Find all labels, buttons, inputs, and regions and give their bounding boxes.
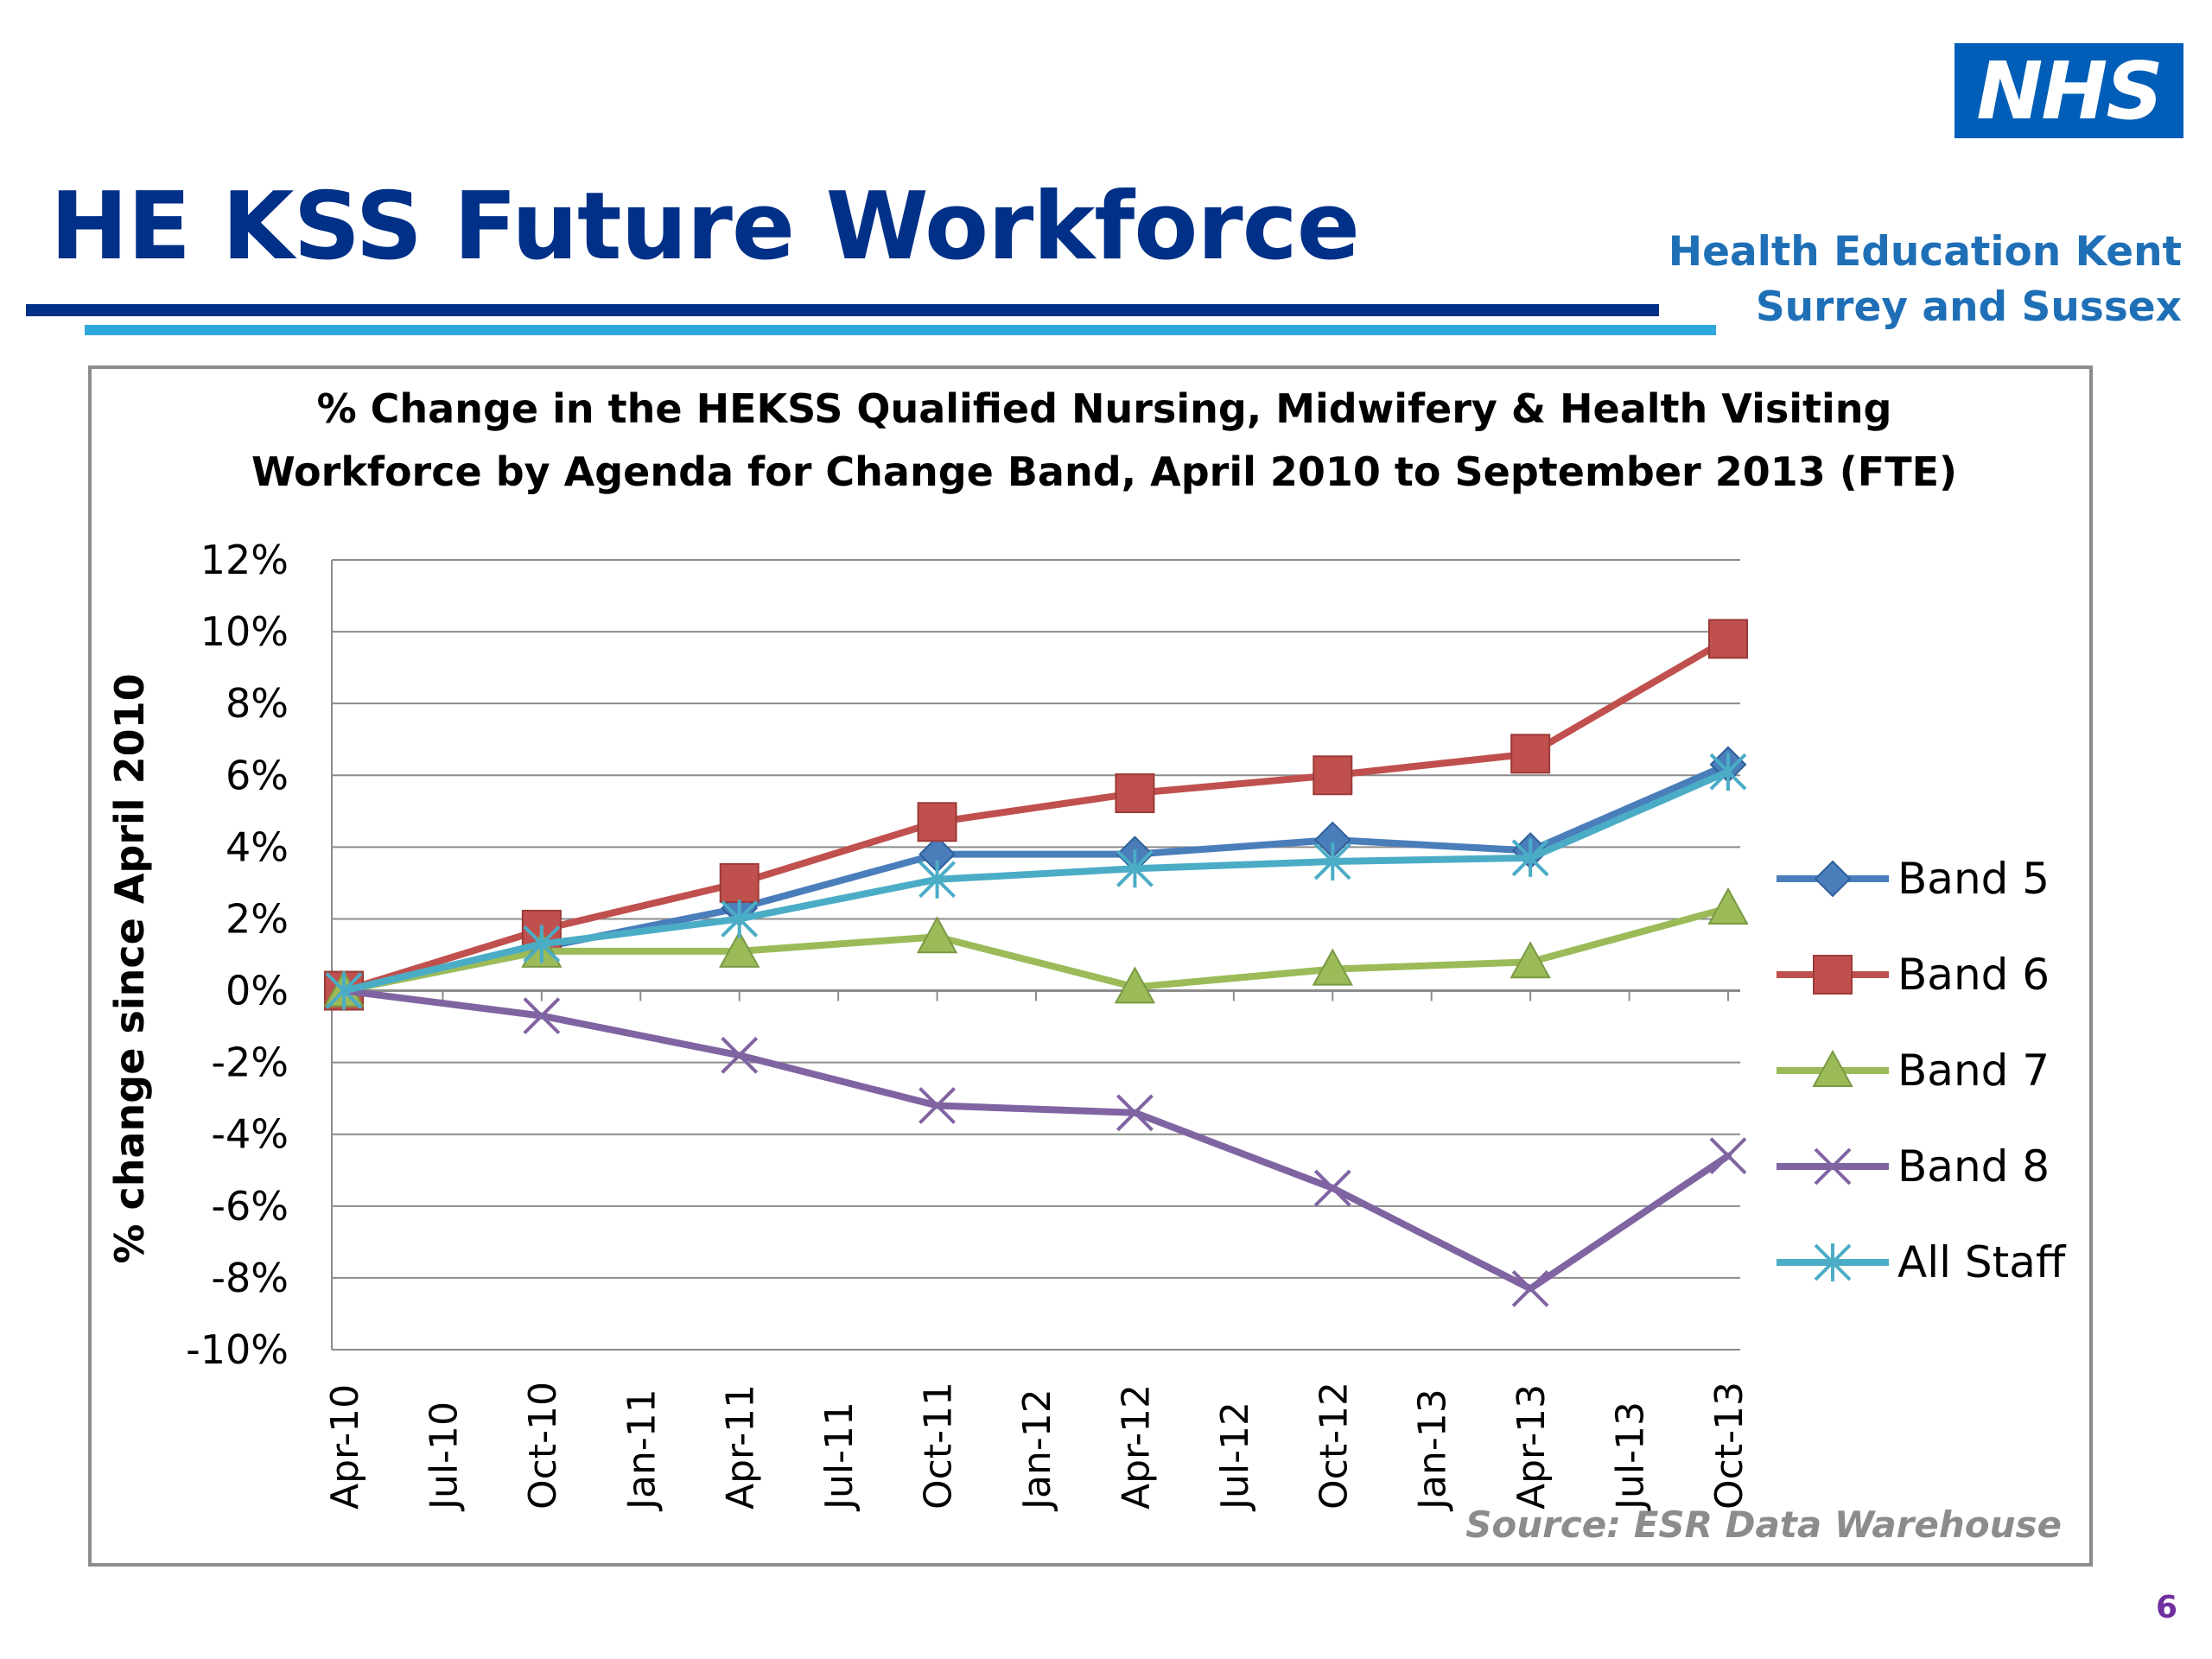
y-axis-tick-labels: -10% -8% -6% -4% -2% 0% 2% 4% 6% 8% 10% 12% [186,537,289,1373]
series-band-7 [323,887,1749,1007]
x-tick-label: Jan-12 [1015,1389,1059,1512]
marker-triangle [1312,948,1353,986]
x-tick-label: Apr-12 [1114,1384,1158,1510]
y-tick-label: 10% [200,608,289,655]
y-tick-label: 8% [226,680,289,727]
line-chart: % Change in the HEKSS Qualified Nursing,… [106,385,2067,1546]
y-tick-label: 12% [200,537,289,583]
marker-x [1511,1269,1549,1307]
y-tick-label: -6% [211,1183,289,1230]
chart-title-line-1: % Change in the HEKSS Qualified Nursing,… [317,385,1892,432]
marker-triangle [1510,941,1551,979]
y-tick-label: 6% [226,752,289,798]
legend: Band 5 Band 6 Band 7 Band 8 All Staff [1777,854,2067,1287]
marker-square [917,802,957,842]
marker-square [719,862,760,903]
marker-x [918,1087,956,1124]
y-tick-label: -2% [211,1039,289,1086]
marker-square [1115,773,1155,814]
organisation-name: Health Education Kent Surrey and Sussex [1669,225,2182,335]
legend-label: Band 5 [1897,854,2050,904]
x-tick-label: Oct-13 [1707,1382,1751,1510]
legend-label: Band 8 [1897,1141,2050,1192]
y-tick-label: 0% [226,968,289,1014]
x-axis-tick-labels: Apr-10 Jul-10 Oct-10 Jan-11 Apr-11 Jul-11 Oct-… [323,1382,1751,1512]
marker-square [1813,955,1853,995]
y-tick-label: -8% [211,1255,289,1301]
series-band-8 [325,972,1747,1307]
organisation-name-line-1: Health Education Kent [1668,228,2182,276]
marker-triangle [1812,1049,1853,1087]
marker-x [1814,1147,1852,1185]
x-tick-label: Jan-11 [620,1389,664,1512]
x-tick-label: Apr-11 [719,1384,763,1510]
series-line [340,904,1732,995]
source-note: Source: ESR Data Warehouse [1465,1503,2062,1546]
marker-x [1709,1137,1747,1175]
marker-triangle [719,930,760,968]
marker-x [721,1036,759,1074]
marker-square [1313,755,1353,796]
legend-label: All Staff [1897,1237,2067,1287]
legend-item: Band 7 [1777,1046,2050,1096]
chart-frame: % Change in the HEKSS Qualified Nursing,… [88,365,2093,1567]
x-tick-label: Jul-12 [1213,1402,1257,1512]
x-tick-label: Apr-13 [1510,1384,1554,1510]
x-tick-label: Jul-10 [422,1402,466,1512]
series-line [340,768,1732,995]
x-tick-label: Apr-10 [323,1384,367,1510]
legend-item: Band 8 [1777,1141,2050,1192]
legend-item: Band 6 [1777,950,2050,1000]
marker-diamond [1814,860,1852,898]
page-number: 6 [2155,1590,2177,1625]
series-all-staff [325,753,1747,1010]
marker-square [1510,734,1551,774]
marker-triangle [1114,966,1156,1004]
y-tick-label: -4% [211,1111,289,1158]
title-rule-light [85,325,1716,335]
y-tick-label: 2% [226,895,289,942]
nhs-logo: NHS [1955,43,2183,138]
marker-triangle [1707,887,1749,925]
x-tick-label: Oct-11 [917,1382,961,1510]
legend-label: Band 6 [1897,950,2050,1000]
series-line [340,987,1732,1293]
series-line [340,635,1732,995]
marker-x [1313,1169,1351,1207]
organisation-name-line-2: Surrey and Sussex [1755,283,2182,331]
x-tick-label: Jan-13 [1411,1389,1455,1512]
y-axis-label: % change since April 2010 [106,673,153,1263]
y-tick-label: 4% [226,823,289,870]
marker-square [1708,619,1748,659]
legend-item: All Staff [1777,1237,2067,1287]
title-rule-dark [26,304,1659,316]
x-tick-label: Oct-10 [521,1382,565,1510]
series-band-6 [324,619,1748,1011]
series-lines [323,619,1749,1307]
marker-x [1116,1094,1154,1132]
page-title: HE KSS Future Workforce [50,173,1360,281]
legend-item: Band 5 [1777,854,2050,904]
x-tick-label: Jul-11 [817,1402,861,1512]
legend-label: Band 7 [1897,1046,2050,1096]
chart-title-line-2: Workforce by Agenda for Change Band, Apr… [251,448,1957,495]
marker-triangle [916,916,958,954]
x-tick-label: Oct-12 [1312,1382,1356,1510]
y-tick-label: -10% [186,1326,289,1373]
x-tick-label: Jul-13 [1609,1402,1653,1512]
marker-x [523,997,561,1035]
